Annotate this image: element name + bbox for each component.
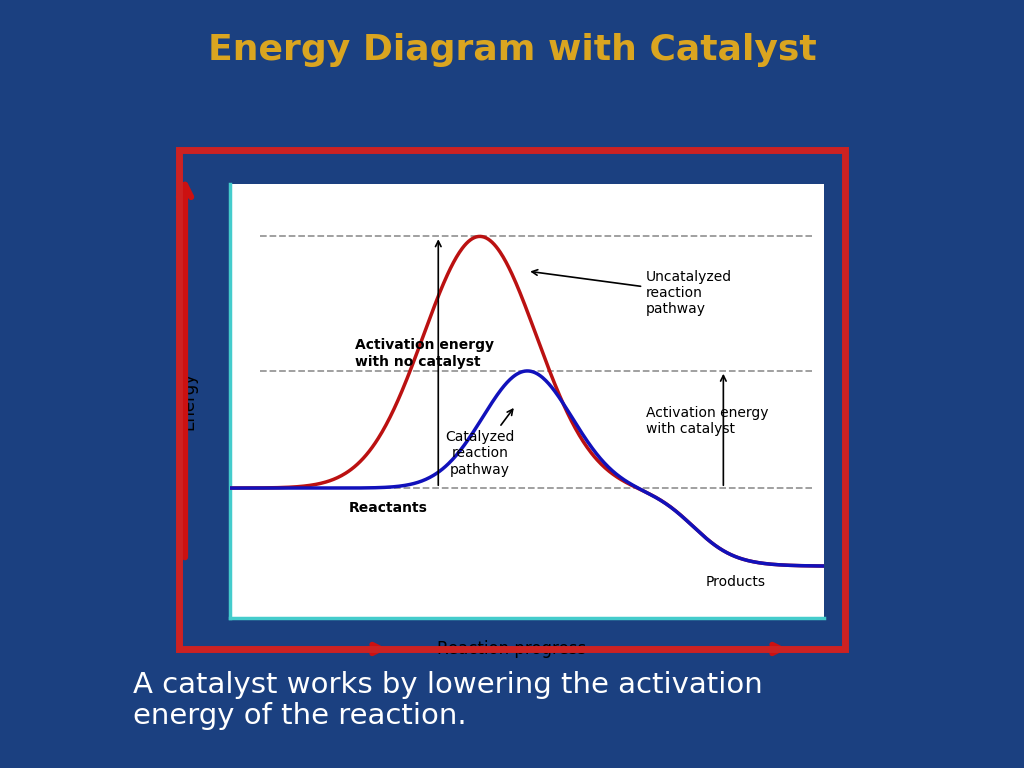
Text: Reactants: Reactants bbox=[349, 501, 428, 515]
Text: Energy Diagram with Catalyst: Energy Diagram with Catalyst bbox=[208, 33, 816, 67]
Text: Energy: Energy bbox=[180, 372, 198, 430]
Text: Uncatalyzed
reaction
pathway: Uncatalyzed reaction pathway bbox=[531, 270, 732, 316]
Text: Catalyzed
reaction
pathway: Catalyzed reaction pathway bbox=[445, 409, 514, 477]
Text: Products: Products bbox=[706, 574, 766, 589]
Text: energy of the reaction.: energy of the reaction. bbox=[133, 702, 467, 730]
Text: Activation energy
with catalyst: Activation energy with catalyst bbox=[646, 406, 769, 436]
Text: Reaction progress: Reaction progress bbox=[437, 640, 587, 658]
Text: A catalyst works by lowering the activation: A catalyst works by lowering the activat… bbox=[133, 671, 763, 699]
Text: Activation energy
with no catalyst: Activation energy with no catalyst bbox=[355, 339, 495, 369]
